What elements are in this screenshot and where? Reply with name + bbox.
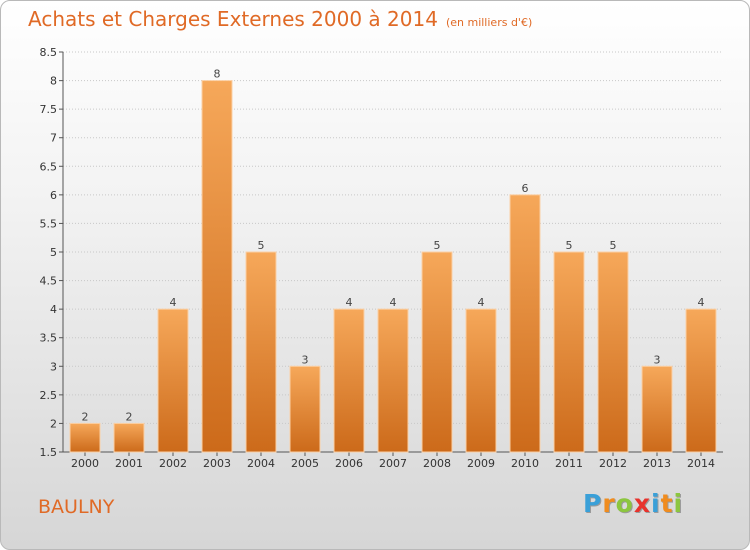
bar[interactable] <box>685 308 717 453</box>
logo-letter: P <box>583 489 603 518</box>
logo-letter: t <box>660 489 674 518</box>
x-tick-label: 2006 <box>335 457 363 470</box>
bars <box>69 80 717 453</box>
logo-letter: r <box>602 489 616 518</box>
y-tick-label: 7 <box>50 132 57 145</box>
bar[interactable] <box>333 308 365 453</box>
proxiti-logo[interactable]: Proxiti <box>583 489 683 518</box>
y-tick-label: 5.5 <box>40 217 58 230</box>
y-tick-label: 3 <box>50 360 57 373</box>
title-unit: (en milliers d'€) <box>445 16 533 29</box>
bar-value-label: 8 <box>214 68 221 81</box>
bar-value-label: 4 <box>698 296 705 309</box>
bar-value-label: 2 <box>82 410 89 423</box>
bar-value-label: 2 <box>126 410 133 423</box>
bar[interactable] <box>289 365 321 453</box>
x-tick-label: 2000 <box>71 457 99 470</box>
bar[interactable] <box>465 308 497 453</box>
x-tick-label: 2005 <box>291 457 319 470</box>
y-tick-label: 3.5 <box>40 332 58 345</box>
bar[interactable] <box>245 251 277 453</box>
bar-value-label: 3 <box>654 353 661 366</box>
bar[interactable] <box>553 251 585 453</box>
x-tick-label: 2012 <box>599 457 627 470</box>
city-name: BAULNY <box>38 496 115 518</box>
bar-value-label: 4 <box>390 296 397 309</box>
x-tick-label: 2009 <box>467 457 495 470</box>
bar[interactable] <box>113 422 145 453</box>
y-tick-label: 4 <box>50 303 57 316</box>
bar-value-label: 4 <box>346 296 353 309</box>
x-tick-label: 2001 <box>115 457 143 470</box>
x-tick-label: 2004 <box>247 457 275 470</box>
x-tick-label: 2010 <box>511 457 539 470</box>
chart-title: Achats et Charges Externes 2000 à 2014 (e… <box>28 7 532 31</box>
logo-letter: i <box>651 489 661 518</box>
bar-value-label: 5 <box>434 239 441 252</box>
logo-letter: i <box>673 489 684 518</box>
bar[interactable] <box>377 308 409 453</box>
x-tick-label: 2003 <box>203 457 231 470</box>
y-tick-label: 6.5 <box>40 160 58 173</box>
bar[interactable] <box>69 422 101 453</box>
y-tick-label: 7.5 <box>40 103 58 116</box>
y-tick-label: 4.5 <box>40 275 58 288</box>
x-tick-label: 2007 <box>379 457 407 470</box>
x-tick-label: 2013 <box>643 457 671 470</box>
bar[interactable] <box>421 251 453 453</box>
labels: 2 2000 2 2001 4 2002 8 2003 5 2004 3 2005 4 2006 4 2007… <box>71 68 715 470</box>
logo-letter: x <box>633 489 651 518</box>
y-tick-label: 2.5 <box>40 389 58 402</box>
bar[interactable] <box>157 308 189 453</box>
logo-letter: o <box>615 489 634 518</box>
y-tick-label: 2 <box>50 417 57 430</box>
bar[interactable] <box>597 251 629 453</box>
y-tick-label: 8 <box>50 75 57 88</box>
bar-value-label: 3 <box>302 353 309 366</box>
x-tick-label: 2011 <box>555 457 583 470</box>
bar[interactable] <box>201 80 233 453</box>
y-tick-label: 5 <box>50 246 57 259</box>
y-tick-label: 1.5 <box>40 446 58 459</box>
bar[interactable] <box>641 365 673 453</box>
y-tick-label: 8.5 <box>40 46 58 59</box>
bar[interactable] <box>509 194 541 453</box>
y-tick-label: 6 <box>50 189 57 202</box>
bar-value-label: 5 <box>258 239 265 252</box>
bar-value-label: 5 <box>610 239 617 252</box>
x-tick-label: 2002 <box>159 457 187 470</box>
bar-value-label: 4 <box>478 296 485 309</box>
bar-value-label: 4 <box>170 296 177 309</box>
bar-value-label: 6 <box>522 182 529 195</box>
x-tick-label: 2008 <box>423 457 451 470</box>
title-main: Achats et Charges Externes 2000 à 2014 <box>28 7 438 31</box>
bar-value-label: 5 <box>566 239 573 252</box>
x-tick-label: 2014 <box>687 457 715 470</box>
